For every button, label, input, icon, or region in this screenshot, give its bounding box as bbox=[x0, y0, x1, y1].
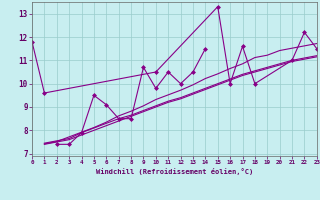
X-axis label: Windchill (Refroidissement éolien,°C): Windchill (Refroidissement éolien,°C) bbox=[96, 168, 253, 175]
